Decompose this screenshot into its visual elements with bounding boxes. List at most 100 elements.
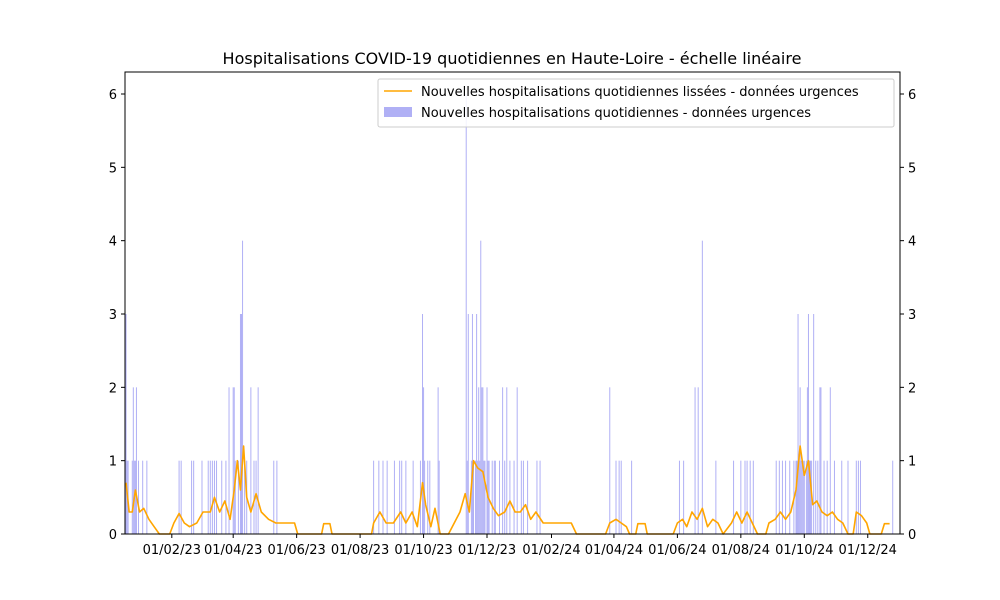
bar xyxy=(386,460,388,534)
bar xyxy=(859,460,861,534)
bar xyxy=(250,387,252,534)
x-tick-label: 01/04/23 xyxy=(204,543,262,558)
bar xyxy=(242,240,244,535)
bar xyxy=(476,314,478,534)
bar xyxy=(815,460,817,534)
x-tick-label: 01/02/23 xyxy=(143,543,201,558)
bar xyxy=(800,460,802,534)
bar xyxy=(276,460,278,534)
bar xyxy=(373,460,375,534)
bar xyxy=(438,460,440,534)
bar xyxy=(796,460,798,534)
bar xyxy=(826,460,828,534)
bar xyxy=(486,387,488,534)
bar xyxy=(813,314,815,534)
bar xyxy=(239,314,241,534)
bars-layer xyxy=(124,94,894,535)
bar xyxy=(701,240,703,535)
bar xyxy=(678,460,680,534)
plot-frame xyxy=(124,71,901,535)
bar xyxy=(482,387,484,534)
bar xyxy=(221,460,223,534)
bar xyxy=(465,94,467,534)
bar xyxy=(775,460,777,534)
legend-label-daily: Nouvelles hospitalisations quotidiennes … xyxy=(421,106,811,121)
bar xyxy=(467,314,469,534)
legend: Nouvelles hospitalisations quotidiennes … xyxy=(377,78,895,128)
bar xyxy=(744,460,746,534)
bar xyxy=(393,460,395,534)
legend-swatch-bar xyxy=(384,107,412,117)
bar xyxy=(470,460,472,534)
bar xyxy=(799,387,801,534)
bar xyxy=(228,387,230,534)
bar xyxy=(797,314,799,534)
bar xyxy=(855,460,857,534)
y-tick-label-left: 6 xyxy=(109,88,117,103)
bar xyxy=(241,314,243,534)
bar xyxy=(209,460,211,534)
bar xyxy=(427,460,429,534)
bar xyxy=(823,460,825,534)
bar xyxy=(752,460,754,534)
bar xyxy=(801,460,803,534)
bar xyxy=(807,314,809,534)
ticks-layer: 0 0 1 1 2 2 3 3 4 4 5 5 6 6 01/02/23 01/04/23 01/06/23 01… xyxy=(109,88,917,558)
bar xyxy=(207,460,209,534)
bar xyxy=(810,460,812,534)
bar xyxy=(795,460,797,534)
bar xyxy=(522,460,524,534)
bar xyxy=(255,460,257,534)
bar xyxy=(142,460,144,534)
bar xyxy=(178,460,180,534)
bar xyxy=(499,460,500,534)
bar xyxy=(488,460,490,534)
y-tick-label-left: 4 xyxy=(109,235,117,250)
legend-label-smoothed: Nouvelles hospitalisations quotidiennes … xyxy=(421,85,859,100)
bar xyxy=(620,460,622,534)
x-tick-label: 01/10/23 xyxy=(394,543,452,558)
x-tick-label: 01/12/23 xyxy=(458,543,516,558)
bar xyxy=(466,460,468,534)
bar xyxy=(504,460,506,534)
bar xyxy=(781,460,783,534)
x-tick-label: 01/04/24 xyxy=(585,543,643,558)
bar xyxy=(539,460,541,534)
bar xyxy=(778,460,780,534)
bar xyxy=(132,387,134,534)
bar xyxy=(746,460,748,534)
bar xyxy=(477,460,479,534)
bar xyxy=(233,387,235,534)
bar xyxy=(483,460,485,534)
bar xyxy=(180,460,182,534)
bar xyxy=(820,387,822,534)
bar xyxy=(509,460,511,534)
bar xyxy=(478,387,480,534)
bar xyxy=(527,460,529,534)
bar xyxy=(740,460,742,534)
bar xyxy=(520,460,522,534)
bar xyxy=(125,314,127,534)
bar xyxy=(802,460,804,534)
axes-layer xyxy=(124,71,901,535)
bar xyxy=(234,460,236,534)
x-tick-label: 01/06/23 xyxy=(267,543,325,558)
bar xyxy=(892,460,894,534)
bar xyxy=(833,460,835,534)
y-tick-label-left: 0 xyxy=(109,528,117,543)
bar xyxy=(201,460,203,534)
bar xyxy=(237,460,239,534)
bar xyxy=(405,460,407,534)
x-tick-label: 01/02/24 xyxy=(522,543,580,558)
bar xyxy=(785,460,787,534)
bar xyxy=(253,460,255,534)
y-tick-label-right: 1 xyxy=(908,455,916,470)
bar xyxy=(216,460,218,534)
bar xyxy=(506,387,508,534)
bar xyxy=(491,460,493,534)
bar xyxy=(803,460,805,534)
bar xyxy=(805,460,807,534)
bar xyxy=(536,460,538,534)
bar xyxy=(422,314,424,534)
